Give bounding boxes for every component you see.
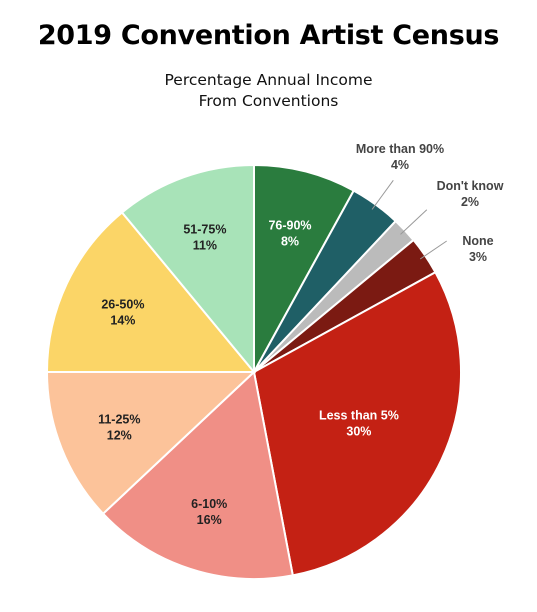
pie-slice-6-10	[101, 370, 294, 580]
slice-label-less-than-5: Less than 5% 30%	[319, 408, 399, 438]
slice-label-26-50: 26-50% 14%	[101, 297, 144, 327]
slice-label-11-25: 11-25% 12%	[98, 412, 140, 442]
pie-slice-51-75	[120, 163, 255, 375]
chart-title: 2019 Convention Artist Census	[37, 20, 500, 51]
pie-slice-11-25	[45, 371, 257, 516]
slice-label-76-90: 76-90% 8%	[268, 219, 311, 249]
chart-subtitle-line-1: Percentage Annual Income	[164, 71, 373, 89]
slice-label-don-t-know: Don't know 2%	[437, 179, 504, 209]
slice-label-6-10: 6-10% 16%	[191, 497, 227, 527]
slice-label-51-75: 51-75% 11%	[183, 223, 226, 253]
callout-line-don-t-know	[400, 209, 428, 235]
pie-slice-26-50	[45, 211, 257, 373]
callout-line-more-than-90	[371, 180, 394, 210]
chart-subtitle: Percentage Annual Income From Convention…	[0, 70, 537, 112]
slice-label-none: None 3%	[462, 234, 493, 264]
callout-line-none	[419, 240, 447, 260]
chart-subtitle-line-2: From Conventions	[198, 92, 339, 110]
pie-slice-less-than-5	[252, 270, 462, 577]
slice-label-more-than-90: More than 90% 4%	[356, 142, 444, 172]
pie-slice-76-90	[253, 163, 356, 373]
